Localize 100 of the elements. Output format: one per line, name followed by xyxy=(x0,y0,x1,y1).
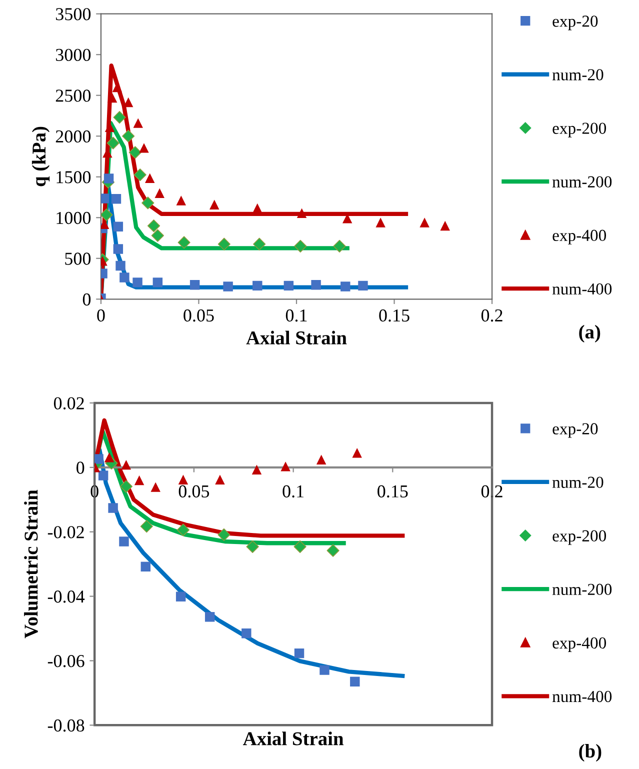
y-tick-label: 0 xyxy=(76,462,84,474)
point xyxy=(294,648,304,658)
point xyxy=(176,524,190,536)
y-tick-label: 500 xyxy=(65,252,91,265)
point xyxy=(154,188,164,198)
point xyxy=(218,238,230,250)
legend-label: num-20 xyxy=(552,476,604,488)
point xyxy=(284,280,294,291)
y-tick-label: 2000 xyxy=(56,130,91,143)
x-tick-label: 0.1 xyxy=(282,485,304,498)
point xyxy=(121,460,132,470)
text: (b) xyxy=(579,744,602,762)
point xyxy=(113,222,124,232)
point xyxy=(140,562,151,572)
point xyxy=(210,200,220,210)
y-tick-label: 1000 xyxy=(56,212,91,224)
point xyxy=(252,464,262,475)
y-axis-title: Volumetric Strain xyxy=(24,490,38,638)
point xyxy=(119,536,129,546)
point xyxy=(100,194,110,204)
y-tick-label: 0 xyxy=(82,293,91,306)
y-tick-label: 2500 xyxy=(56,90,91,102)
point xyxy=(176,196,186,206)
point xyxy=(215,474,225,485)
point xyxy=(152,278,163,288)
legend-label: exp-200 xyxy=(552,122,606,138)
point xyxy=(190,280,200,290)
point xyxy=(420,218,430,228)
point xyxy=(178,474,188,485)
point xyxy=(111,194,122,204)
point xyxy=(333,240,346,252)
point xyxy=(320,665,330,675)
x-axis-title: Axial Strain xyxy=(246,330,347,344)
point xyxy=(352,448,362,458)
point xyxy=(113,244,124,254)
y-tick-label: -0.08 xyxy=(48,719,84,732)
point xyxy=(139,143,149,153)
point xyxy=(104,452,114,462)
point xyxy=(358,280,368,291)
x-tick-label: 0.05 xyxy=(184,309,214,322)
y-tick-label: -0.04 xyxy=(48,590,85,603)
point xyxy=(280,462,290,472)
x-tick-label: 0.15 xyxy=(378,485,408,498)
y-tick-label: 3000 xyxy=(56,48,91,62)
point xyxy=(294,240,307,252)
point xyxy=(252,280,262,291)
point xyxy=(122,130,135,142)
x-tick-label: 0.1 xyxy=(286,309,307,322)
point xyxy=(106,136,120,150)
legend-label: num-400 xyxy=(552,690,612,702)
point xyxy=(350,676,360,687)
y-axis-title: q (kPa) xyxy=(32,126,50,186)
x-tick-label: 0 xyxy=(97,309,105,322)
point xyxy=(113,111,126,124)
point xyxy=(134,168,146,182)
point xyxy=(107,92,118,103)
point xyxy=(108,503,118,513)
legend-label: num-400 xyxy=(552,283,612,295)
legend-label: exp-400 xyxy=(552,637,606,652)
point xyxy=(104,174,114,184)
point xyxy=(204,612,215,622)
legend-label: num-20 xyxy=(552,69,604,80)
point xyxy=(120,480,132,493)
point xyxy=(376,218,386,228)
point xyxy=(98,470,108,480)
point xyxy=(294,540,306,553)
legend-label: num-200 xyxy=(552,176,612,188)
point xyxy=(223,282,233,292)
x-tick-label: 0.2 xyxy=(481,309,502,322)
x-tick-label: 0.05 xyxy=(178,485,210,498)
point xyxy=(440,220,450,231)
y-tick-label: 0.02 xyxy=(54,397,84,410)
point xyxy=(128,146,142,159)
point xyxy=(116,260,126,271)
legend-label: exp-20 xyxy=(552,16,598,30)
point xyxy=(316,454,326,465)
point xyxy=(140,520,153,533)
y-tick-label: -0.06 xyxy=(48,654,84,668)
point xyxy=(142,196,154,210)
point xyxy=(218,528,230,542)
legend-label: exp-200 xyxy=(552,530,606,545)
legend-label: exp-400 xyxy=(552,230,606,244)
point xyxy=(133,118,143,128)
point xyxy=(253,238,266,250)
point xyxy=(296,208,307,218)
y-tick-label: -0.02 xyxy=(48,526,84,538)
point xyxy=(326,544,340,557)
point xyxy=(340,282,350,292)
y-tick-label: 3500 xyxy=(56,8,91,20)
x-axis-title: Axial Strain xyxy=(242,732,344,746)
point xyxy=(94,454,104,464)
y-tick-label: 1500 xyxy=(56,171,91,184)
point xyxy=(311,280,321,290)
x-tick-label: 0.15 xyxy=(379,309,410,322)
point xyxy=(120,272,130,282)
point xyxy=(252,203,262,214)
point xyxy=(100,208,113,222)
legend-label: num-200 xyxy=(552,584,612,596)
point xyxy=(246,540,259,553)
point xyxy=(151,229,164,242)
